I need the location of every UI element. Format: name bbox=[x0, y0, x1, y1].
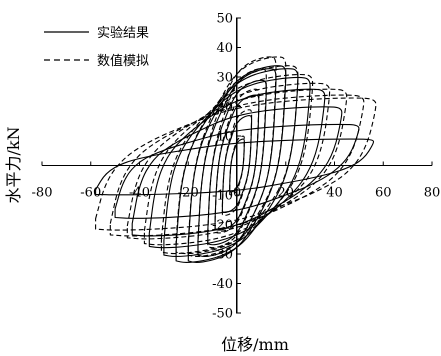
y-tick-label: -30 bbox=[212, 248, 233, 263]
y-tick-label: 30 bbox=[216, 71, 233, 86]
legend-background bbox=[37, 19, 177, 73]
legend-label-series-1: 实验结果 bbox=[97, 25, 149, 41]
series-2-loop-12 bbox=[95, 97, 377, 231]
y-tick-label: 20 bbox=[216, 100, 233, 115]
series-2-loop-10 bbox=[126, 88, 348, 240]
series-1-loop-9 bbox=[148, 88, 326, 249]
x-tick-label: -60 bbox=[80, 186, 101, 201]
series-2-loop-6 bbox=[187, 56, 287, 257]
series-curves bbox=[95, 56, 377, 263]
y-tick-label: -40 bbox=[212, 277, 233, 292]
series-1-loop-11 bbox=[114, 123, 360, 219]
series-2-loop-8 bbox=[160, 73, 314, 255]
series-2-loop-9 bbox=[143, 82, 331, 246]
y-tick-label: -20 bbox=[212, 218, 233, 233]
y-tick-label: -10 bbox=[212, 189, 233, 204]
x-tick-label: 20 bbox=[277, 186, 294, 201]
x-tick-label: -40 bbox=[129, 186, 150, 201]
y-tick-label: 50 bbox=[216, 12, 233, 27]
y-tick-label: 10 bbox=[216, 130, 233, 145]
axis-ticks: -80 -60 -40 -20 0 20 40 60 80 -50 -40 -30 -20 -10 10 20… bbox=[32, 12, 441, 322]
series-2-loop-11 bbox=[109, 94, 365, 237]
x-tick-label: 60 bbox=[375, 186, 392, 201]
x-tick-label: -80 bbox=[32, 186, 53, 201]
x-tick-label: -20 bbox=[178, 186, 199, 201]
x-tick-label: 40 bbox=[326, 186, 343, 201]
series-1-loop-8 bbox=[163, 76, 311, 257]
series-1-loop-12 bbox=[95, 138, 375, 196]
legend-label-series-2: 数值模拟 bbox=[97, 53, 149, 69]
series-2-loop-2 bbox=[221, 109, 253, 216]
y-axis-title: 水平力/kN bbox=[4, 126, 23, 203]
legend: 实验结果 数值模拟 bbox=[37, 19, 177, 73]
x-tick-label: 0 bbox=[233, 186, 241, 201]
y-tick-label: -50 bbox=[212, 307, 233, 322]
y-tick-label: 40 bbox=[216, 41, 233, 56]
x-tick-label: 80 bbox=[424, 186, 441, 201]
x-axis-title: 位移/mm bbox=[221, 335, 289, 354]
